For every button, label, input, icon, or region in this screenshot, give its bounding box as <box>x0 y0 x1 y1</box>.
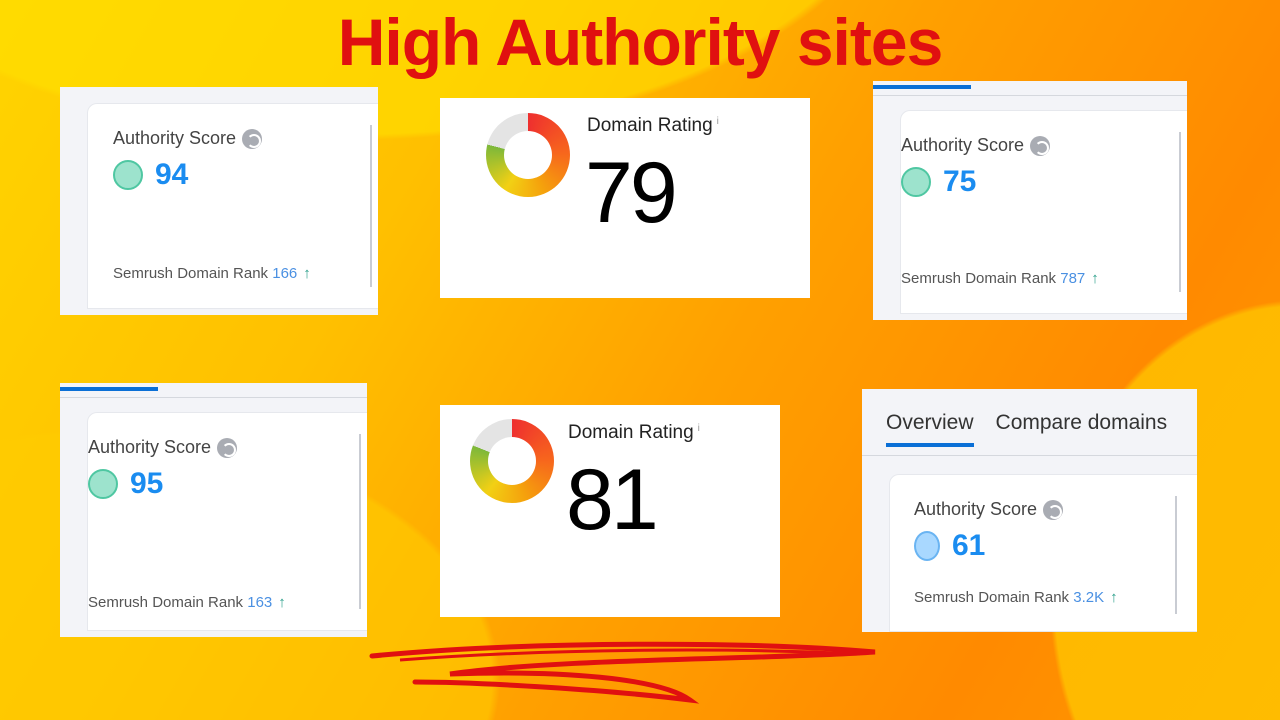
authority-score-value: 75 <box>901 165 976 199</box>
domain-rank: Semrush Domain Rank 3.2K ↑ <box>914 589 1118 606</box>
authority-score-value: 95 <box>88 467 163 501</box>
tab-compare-domains[interactable]: Compare domains <box>995 411 1168 434</box>
page-title: High Authority sites <box>337 5 944 79</box>
authority-score-card <box>87 103 378 309</box>
arrow-up-icon: ↑ <box>303 265 311 282</box>
score-indicator-dot <box>113 160 143 190</box>
divider <box>862 455 1197 456</box>
arrow-up-icon: ↑ <box>1110 589 1118 606</box>
divider <box>359 434 361 609</box>
arrow-up-icon: ↑ <box>1091 270 1099 287</box>
divider <box>1175 496 1177 614</box>
authority-score-panel: Authority Score 94 Semrush Domain Rank 166… <box>60 87 378 315</box>
tab-overview[interactable]: Overview <box>886 411 974 447</box>
score-indicator-dot <box>88 469 118 499</box>
authority-score-label: Authority Score <box>88 437 238 458</box>
domain-rank: Semrush Domain Rank 787 ↑ <box>901 270 1099 287</box>
tab-bar: Overview Compare domains <box>886 411 1167 447</box>
domain-rating-card: Domain Rating i 81 <box>440 405 780 617</box>
authority-score-panel: Authority Score 95 Semrush Domain Rank 163… <box>60 383 367 637</box>
domain-rating-card: Domain Rating i 79 <box>440 98 810 298</box>
authority-score-panel: Authority Score 75 Semrush Domain Rank 787… <box>873 81 1187 320</box>
domain-rating-value: 81 <box>566 452 659 548</box>
active-tab-indicator <box>873 85 971 89</box>
globe-icon[interactable] <box>1030 135 1051 156</box>
divider <box>370 125 372 287</box>
domain-rank-value[interactable]: 166 <box>272 265 298 282</box>
info-icon[interactable]: i <box>716 115 719 127</box>
domain-rank-value[interactable]: 163 <box>247 594 273 611</box>
arrow-up-icon: ↑ <box>278 594 286 611</box>
divider <box>1179 132 1181 292</box>
domain-rank-value[interactable]: 787 <box>1060 270 1086 287</box>
globe-icon[interactable] <box>242 128 263 149</box>
domain-rank: Semrush Domain Rank 166 ↑ <box>113 265 311 282</box>
domain-rank-value[interactable]: 3.2K <box>1073 589 1105 606</box>
red-scribble-underline <box>369 641 876 704</box>
authority-score-card <box>889 474 1197 632</box>
authority-score-panel: Overview Compare domains Authority Score 61… <box>862 389 1197 632</box>
domain-rating-label: Domain Rating i <box>568 422 700 443</box>
authority-score-value: 94 <box>113 158 188 192</box>
info-icon[interactable]: i <box>697 422 700 434</box>
divider <box>60 397 367 398</box>
active-tab-indicator <box>60 387 158 391</box>
authority-score-value: 61 <box>914 529 985 563</box>
domain-rank: Semrush Domain Rank 163 ↑ <box>88 594 286 611</box>
domain-rating-donut <box>486 113 570 197</box>
globe-icon[interactable] <box>217 437 238 458</box>
authority-score-label: Authority Score <box>914 499 1064 520</box>
score-indicator-dot <box>901 167 931 197</box>
score-indicator-dot <box>914 531 940 561</box>
divider <box>873 95 1187 96</box>
domain-rating-donut <box>470 419 554 503</box>
domain-rating-value: 79 <box>585 145 678 241</box>
authority-score-label: Authority Score <box>113 128 263 149</box>
globe-icon[interactable] <box>1043 499 1064 520</box>
authority-score-label: Authority Score <box>901 135 1051 156</box>
domain-rating-label: Domain Rating i <box>587 115 719 136</box>
